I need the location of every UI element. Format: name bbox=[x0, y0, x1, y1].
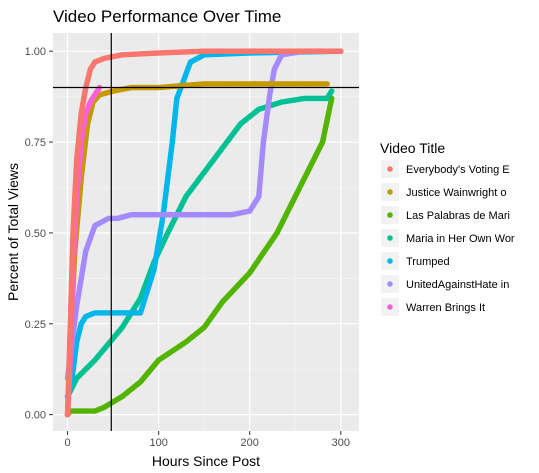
y-tick-label: 0.25 bbox=[25, 319, 46, 331]
legend-key-dot bbox=[387, 235, 393, 241]
legend-label: Everybody's Voting E bbox=[406, 164, 510, 176]
y-axis: 0.00 0.25 0.50 0.75 1.00 bbox=[25, 46, 53, 422]
data-point bbox=[324, 81, 330, 87]
x-tick-label: 0 bbox=[65, 437, 71, 449]
y-tick-label: 1.00 bbox=[25, 46, 46, 58]
legend-key-dot bbox=[387, 258, 393, 264]
legend: Video Title Everybody's Voting E Justice … bbox=[380, 140, 515, 316]
legend-title: Video Title bbox=[380, 140, 445, 156]
legend-key-dot bbox=[387, 281, 393, 287]
y-tick-label: 0.00 bbox=[25, 410, 46, 422]
y-axis-title: Percent of Total Views bbox=[5, 163, 21, 301]
legend-label: Las Palabras de Mari bbox=[406, 210, 510, 222]
x-tick-label: 300 bbox=[332, 437, 350, 449]
x-tick-label: 100 bbox=[149, 437, 167, 449]
legend-label: Warren Brings It bbox=[406, 302, 485, 314]
legend-item: Maria in Her Own Wor bbox=[381, 229, 515, 247]
y-tick-label: 0.75 bbox=[25, 137, 46, 149]
chart-title: Video Performance Over Time bbox=[53, 7, 281, 26]
legend-key-dot bbox=[387, 212, 393, 218]
legend-item: Warren Brings It bbox=[381, 298, 485, 316]
legend-key-dot bbox=[387, 166, 393, 172]
legend-label: Trumped bbox=[406, 256, 450, 268]
legend-item: UnitedAgainstHate in bbox=[381, 275, 509, 293]
legend-label: Maria in Her Own Wor bbox=[406, 233, 515, 245]
y-tick-label: 0.50 bbox=[25, 228, 46, 240]
x-tick-label: 200 bbox=[241, 437, 259, 449]
x-axis: 0 100 200 300 bbox=[65, 431, 350, 449]
legend-item: Justice Wainwright o bbox=[381, 183, 506, 201]
data-point bbox=[328, 88, 335, 94]
data-point bbox=[337, 48, 344, 54]
x-axis-title: Hours Since Post bbox=[152, 453, 260, 469]
legend-label: UnitedAgainstHate in bbox=[406, 279, 509, 291]
legend-item: Trumped bbox=[381, 252, 450, 270]
series-3 bbox=[64, 48, 326, 382]
legend-key-dot bbox=[387, 189, 393, 195]
reference-lines bbox=[53, 33, 359, 431]
legend-label: Justice Wainwright o bbox=[406, 187, 506, 199]
legend-item: Las Palabras de Mari bbox=[381, 206, 510, 224]
legend-key-dot bbox=[387, 304, 393, 310]
data-points bbox=[64, 48, 344, 418]
series-6 bbox=[64, 48, 344, 418]
legend-item: Everybody's Voting E bbox=[381, 160, 510, 178]
